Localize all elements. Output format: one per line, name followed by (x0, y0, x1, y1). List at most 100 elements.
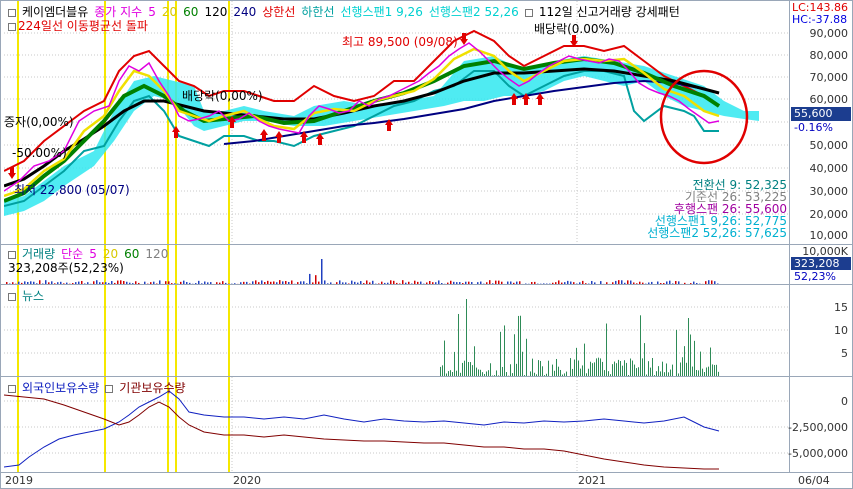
volume-bar (570, 281, 572, 284)
signal-label[interactable]: 112일 신고거래량 강세패턴 (538, 5, 680, 19)
ma-label[interactable]: 종가 지수 (94, 5, 143, 19)
volume-bar (117, 280, 119, 284)
span1-label[interactable]: 선행스팬1 9,26 (340, 5, 423, 19)
volume-ma120[interactable]: 120 (145, 247, 169, 261)
news-bar (548, 360, 549, 376)
volume-bar (594, 282, 596, 284)
volume-bar (369, 282, 371, 284)
volume-bar (582, 280, 584, 284)
collapse-icon[interactable] (8, 8, 16, 17)
volume-bar (357, 282, 359, 284)
news-title[interactable]: 뉴스 (22, 289, 45, 303)
news-bar (482, 372, 483, 376)
holdings-pane[interactable]: 외국인보유수량 기관보유수량 0 -2,500,000 -5,000,000 (1, 377, 852, 474)
news-bar (690, 334, 691, 376)
news-bar (462, 362, 463, 376)
news-bar (552, 364, 553, 376)
span2-label[interactable]: 선행스팬2 52,26 (428, 5, 519, 19)
news-bar (556, 358, 557, 376)
volume-bar (300, 281, 302, 284)
volume-ma-label[interactable]: 단순 (61, 247, 84, 261)
volume-bar (633, 282, 635, 284)
news-bar (662, 361, 663, 376)
volume-bar (693, 281, 695, 284)
volume-bar (87, 282, 89, 284)
news-bar (614, 361, 615, 376)
news-bar (590, 361, 591, 376)
volume-bar (78, 281, 80, 284)
news-pane[interactable]: 뉴스 15 10 5 (1, 285, 852, 377)
stock-name[interactable]: 케이엠더블유 (22, 5, 89, 19)
volume-bar (657, 281, 659, 284)
volume-bar (33, 281, 35, 284)
x-label-2021: 2021 (578, 474, 606, 487)
volume-bar (171, 283, 173, 284)
volume-bar (123, 281, 125, 284)
volume-plot[interactable]: 거래량 단순 5 20 60 120 323,208주(52,23%) (4, 245, 789, 284)
news-bar (488, 370, 489, 376)
volume-bar (321, 259, 323, 284)
foreign-holdings-label[interactable]: 외국인보유수량 (22, 381, 100, 395)
volume-bar (660, 283, 662, 284)
volume-bar (567, 280, 569, 284)
ma60-label[interactable]: 60 (183, 5, 199, 19)
news-y-tick: 5 (841, 347, 848, 360)
volume-bar (492, 283, 494, 284)
holdings-y-axis[interactable]: 0 -2,500,000 -5,000,000 (788, 377, 852, 473)
volume-bar (558, 280, 560, 284)
volume-bar (339, 280, 341, 284)
ma20-label[interactable]: 20 (161, 5, 178, 19)
volume-bar (36, 283, 38, 284)
volume-bar (291, 280, 293, 284)
volume-ma60[interactable]: 60 (124, 247, 140, 261)
volume-bar (456, 282, 458, 284)
upper-label[interactable]: 상한선 (262, 5, 296, 19)
holdings-plot[interactable]: 외국인보유수량 기관보유수량 (4, 377, 789, 473)
volume-ma20[interactable]: 20 (102, 247, 119, 261)
volume-bar (315, 275, 317, 284)
lower-label[interactable]: 하한선 (301, 5, 335, 19)
volume-pane[interactable]: 거래량 단순 5 20 60 120 323,208주(52,23%) 10,000K 3… (1, 245, 852, 285)
news-bar (530, 371, 531, 376)
volume-bar (426, 282, 428, 284)
news-bar (450, 370, 451, 376)
price-plot[interactable]: 케이엠더블유 종가 지수 5 20 60 120 240 상한선 하한선 선행스팬1 9,26 선행… (4, 1, 789, 244)
news-y-axis[interactable]: 15 10 5 (789, 285, 852, 376)
volume-bar (6, 282, 8, 284)
x-label-2019: 2019 (5, 474, 33, 487)
price-y-axis[interactable]: LC:143.86 HC:-37.88 90,000 80,000 70,000… (789, 1, 852, 244)
news-bar (620, 361, 621, 376)
news-bar (592, 363, 593, 376)
news-bar (484, 374, 485, 376)
holdings-collapse-icon[interactable] (8, 384, 16, 393)
ma120-label[interactable]: 120 (204, 5, 228, 19)
volume-bar (201, 283, 203, 284)
news-bar (594, 362, 595, 376)
news-bar (526, 338, 527, 376)
volume-bar (327, 283, 329, 284)
volume-y-axis[interactable]: 10,000K 323,208 52,23% (789, 245, 852, 284)
volume-bar (30, 281, 32, 284)
news-bar (460, 372, 461, 376)
volume-bar (669, 280, 671, 284)
volume-bar (306, 283, 308, 284)
x-axis[interactable]: 2019 2020 2021 06/04 (1, 472, 852, 488)
news-bar (608, 371, 609, 376)
volume-ma5[interactable]: 5 (89, 247, 97, 261)
volume-bar (408, 281, 410, 284)
ma224-breakout-text: 224일선 이동평균선 돌파 (18, 19, 148, 33)
price-pane[interactable]: 케이엠더블유 종가 지수 5 20 60 120 240 상한선 하한선 선행스팬1 9,26 선행… (1, 1, 852, 245)
news-bar (642, 358, 643, 376)
y-tick: 60,000 (809, 93, 849, 106)
ma5-label[interactable]: 5 (148, 5, 156, 19)
news-collapse-icon[interactable] (8, 292, 16, 301)
news-bar (648, 361, 649, 376)
volume-collapse-icon[interactable] (8, 250, 16, 259)
institution-holdings-label[interactable]: 기관보유수량 (119, 381, 186, 395)
news-plot[interactable]: 뉴스 (4, 285, 789, 376)
volume-bar (111, 281, 113, 284)
news-bar (566, 371, 567, 376)
volume-title[interactable]: 거래량 (22, 247, 56, 261)
ma240-label[interactable]: 240 (233, 5, 257, 19)
